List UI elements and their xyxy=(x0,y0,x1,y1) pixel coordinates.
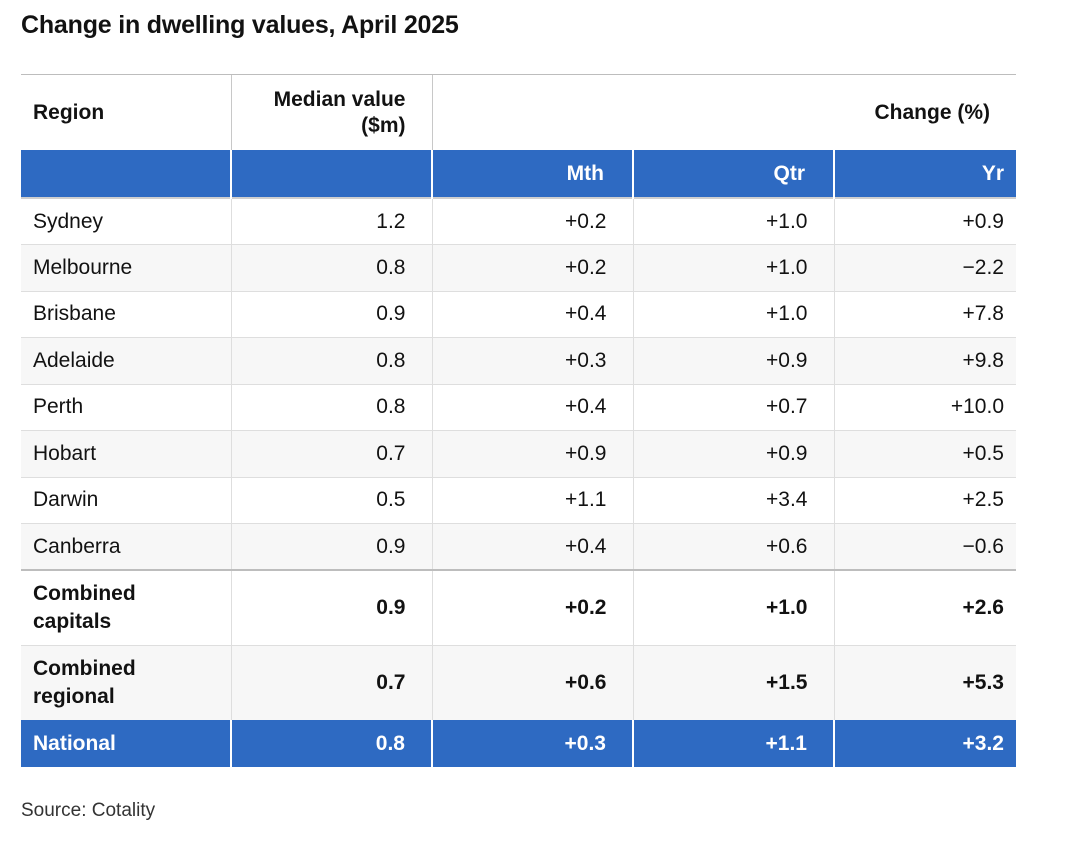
data-table: Region Median value ($m) Change (%) Mth … xyxy=(21,74,1016,767)
cell-region: Combined capitals xyxy=(21,569,231,645)
cell-mth: +0.3 xyxy=(431,720,633,767)
table-row: Perth 0.8 +0.4 +0.7 +10.0 xyxy=(21,383,1016,431)
cell-qtr: +1.0 xyxy=(632,197,834,245)
dwelling-values-table: Region Median value ($m) Change (%) Mth … xyxy=(21,74,1016,767)
cell-qtr: +1.0 xyxy=(632,290,834,338)
cell-qtr: +1.1 xyxy=(632,720,834,767)
table-row: Darwin 0.5 +1.1 +3.4 +2.5 xyxy=(21,476,1016,524)
cell-yr: −2.2 xyxy=(833,244,1016,291)
table-row: Melbourne 0.8 +0.2 +1.0 −2.2 xyxy=(21,244,1016,291)
table-row: Canberra 0.9 +0.4 +0.6 −0.6 xyxy=(21,523,1016,570)
cell-mth: +0.2 xyxy=(431,569,633,645)
header-median-line1: Median value xyxy=(273,87,406,111)
cell-median: 0.5 xyxy=(230,476,432,524)
cell-region-line1: Combined xyxy=(33,656,136,680)
cell-region: Hobart xyxy=(21,430,231,477)
cell-region-line2: regional xyxy=(33,684,115,708)
header-row-main: Region Median value ($m) Change (%) xyxy=(21,75,1016,150)
table-row: Adelaide 0.8 +0.3 +0.9 +9.8 xyxy=(21,337,1016,384)
cell-mth: +0.2 xyxy=(431,197,633,245)
cell-region: Adelaide xyxy=(21,337,231,384)
cell-region: Melbourne xyxy=(21,244,231,291)
cell-mth: +0.4 xyxy=(431,523,633,570)
table-row-summary: Combined capitals 0.9 +0.2 +1.0 +2.6 xyxy=(21,569,1016,645)
cell-median: 1.2 xyxy=(230,197,432,245)
cell-median: 0.7 xyxy=(230,644,432,720)
cell-qtr: +0.6 xyxy=(632,523,834,570)
cell-median: 0.8 xyxy=(230,383,432,431)
cell-mth: +0.9 xyxy=(431,430,633,477)
table-row-national: National 0.8 +0.3 +1.1 +3.2 xyxy=(21,720,1016,767)
cell-region: National xyxy=(21,720,231,767)
cell-region: Canberra xyxy=(21,523,231,570)
cell-yr: +2.6 xyxy=(833,569,1016,645)
header-region: Region xyxy=(33,100,105,124)
cell-yr: +2.5 xyxy=(833,476,1016,524)
table-row: Brisbane 0.9 +0.4 +1.0 +7.8 xyxy=(21,290,1016,338)
table-row-summary: Combined regional 0.7 +0.6 +1.5 +5.3 xyxy=(21,644,1016,720)
cell-mth: +0.4 xyxy=(431,290,633,338)
source-note: Source: Cotality xyxy=(21,800,156,821)
cell-yr: +3.2 xyxy=(833,720,1016,767)
table-row: Sydney 1.2 +0.2 +1.0 +0.9 xyxy=(21,197,1016,245)
cell-yr: +7.8 xyxy=(833,290,1016,338)
cell-qtr: +1.5 xyxy=(632,644,834,720)
header-sub-blank-median xyxy=(230,150,432,198)
cell-region: Darwin xyxy=(21,476,231,524)
cell-region-line1: Combined xyxy=(33,581,136,605)
header-row-sub: Mth Qtr Yr xyxy=(21,150,1016,198)
cell-region: Perth xyxy=(21,383,231,431)
cell-yr: +10.0 xyxy=(833,383,1016,431)
cell-yr: +5.3 xyxy=(833,644,1016,720)
cell-qtr: +0.7 xyxy=(632,383,834,431)
cell-median: 0.9 xyxy=(230,290,432,338)
cell-median: 0.9 xyxy=(230,523,432,570)
header-change: Change (%) xyxy=(874,100,991,124)
cell-median: 0.7 xyxy=(230,430,432,477)
cell-mth: +0.2 xyxy=(431,244,633,291)
cell-median: 0.8 xyxy=(230,244,432,291)
chart-title: Change in dwelling values, April 2025 xyxy=(21,11,459,39)
cell-mth: +0.4 xyxy=(431,383,633,431)
header-median-value: Median value ($m) xyxy=(230,75,433,150)
cell-mth: +0.3 xyxy=(431,337,633,384)
cell-region-line2: capitals xyxy=(33,609,112,633)
cell-yr: +9.8 xyxy=(833,337,1016,384)
header-median-line2: ($m) xyxy=(361,113,406,137)
cell-yr: +0.5 xyxy=(833,430,1016,477)
cell-mth: +1.1 xyxy=(431,476,633,524)
cell-region: Sydney xyxy=(21,197,231,245)
cell-qtr: +0.9 xyxy=(632,430,834,477)
table-row: Hobart 0.7 +0.9 +0.9 +0.5 xyxy=(21,430,1016,477)
cell-qtr: +0.9 xyxy=(632,337,834,384)
cell-mth: +0.6 xyxy=(431,644,633,720)
cell-qtr: +3.4 xyxy=(632,476,834,524)
cell-region: Combined regional xyxy=(21,644,231,720)
header-qtr: Qtr xyxy=(632,150,834,198)
cell-qtr: +1.0 xyxy=(632,569,834,645)
cell-yr: +0.9 xyxy=(833,197,1016,245)
cell-median: 0.8 xyxy=(230,720,432,767)
cell-median: 0.9 xyxy=(230,569,432,645)
cell-region: Brisbane xyxy=(21,290,231,338)
cell-yr: −0.6 xyxy=(833,523,1016,570)
header-sub-blank xyxy=(21,150,231,198)
header-yr: Yr xyxy=(833,150,1016,198)
header-mth: Mth xyxy=(431,150,633,198)
cell-median: 0.8 xyxy=(230,337,432,384)
cell-qtr: +1.0 xyxy=(632,244,834,291)
